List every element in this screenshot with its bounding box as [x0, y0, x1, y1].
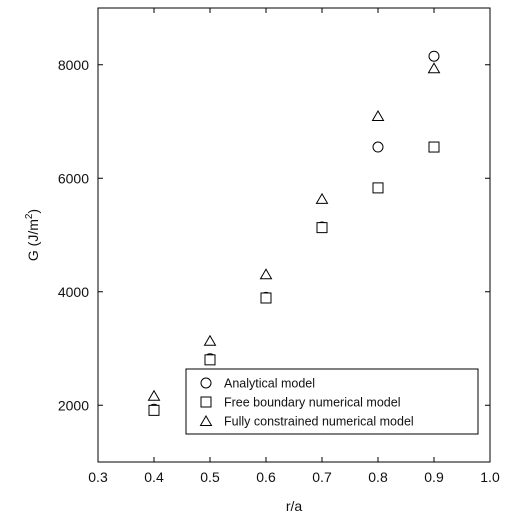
y-axis-label-text: G (J/m — [25, 219, 41, 261]
data-point-free-boundary — [260, 292, 272, 304]
legend-box — [185, 368, 479, 435]
y-tick-label: 6000 — [58, 170, 89, 186]
x-tick-label: 0.9 — [424, 469, 444, 485]
data-point-fully-constrained — [203, 334, 217, 346]
y-tick-label: 4000 — [58, 284, 89, 300]
data-markers — [147, 50, 441, 416]
plot-area-border — [97, 7, 491, 463]
x-tick-label: 1.0 — [480, 469, 500, 485]
y-axis-label-superscript: 2 — [24, 213, 35, 219]
x-axis: 0.3 0.4 0.5 0.6 0.7 0.8 0.9 1.0 — [88, 8, 500, 485]
legend-item-fully-constrained: Fully constrained numerical model — [199, 415, 414, 429]
data-point-free-boundary — [372, 182, 384, 194]
legend-circle-marker — [200, 377, 212, 389]
y-axis: 2000 4000 6000 8000 — [58, 57, 490, 413]
data-point-fully-constrained — [315, 192, 329, 204]
legend-triangle-marker — [199, 415, 213, 426]
data-point-fully-constrained — [427, 62, 441, 74]
x-tick-label: 0.6 — [256, 469, 276, 485]
data-point-fully-constrained — [259, 268, 273, 280]
plot-frame — [97, 7, 491, 463]
legend: Analytical model Free boundary numerical… — [185, 368, 479, 435]
y-axis-label-close: ) — [25, 209, 41, 214]
legend-label-fully-constrained: Fully constrained numerical model — [224, 415, 414, 429]
x-tick-label: 0.8 — [368, 469, 388, 485]
x-tick-label: 0.3 — [88, 469, 108, 485]
x-tick-label: 0.5 — [200, 469, 220, 485]
y-tick-label: 2000 — [58, 397, 89, 413]
legend-label-free-boundary: Free boundary numerical model — [224, 396, 400, 410]
data-point-free-boundary — [148, 404, 160, 416]
legend-label-analytical: Analytical model — [224, 377, 315, 391]
data-point-free-boundary — [316, 222, 328, 234]
x-tick-label: 0.4 — [144, 469, 164, 485]
x-axis-label: r/a — [286, 498, 303, 514]
y-tick-label: 8000 — [58, 57, 89, 73]
data-point-analytical — [428, 50, 440, 62]
legend-item-free-boundary: Free boundary numerical model — [200, 396, 400, 410]
legend-square-marker — [200, 396, 212, 408]
data-point-fully-constrained — [371, 109, 385, 121]
data-point-free-boundary — [428, 141, 440, 153]
data-point-analytical — [372, 141, 384, 153]
data-point-free-boundary — [204, 354, 216, 366]
y-axis-label: G (J/m2) — [24, 209, 41, 261]
data-point-fully-constrained — [147, 389, 161, 401]
legend-item-analytical: Analytical model — [200, 377, 315, 391]
x-tick-label: 0.7 — [312, 469, 332, 485]
